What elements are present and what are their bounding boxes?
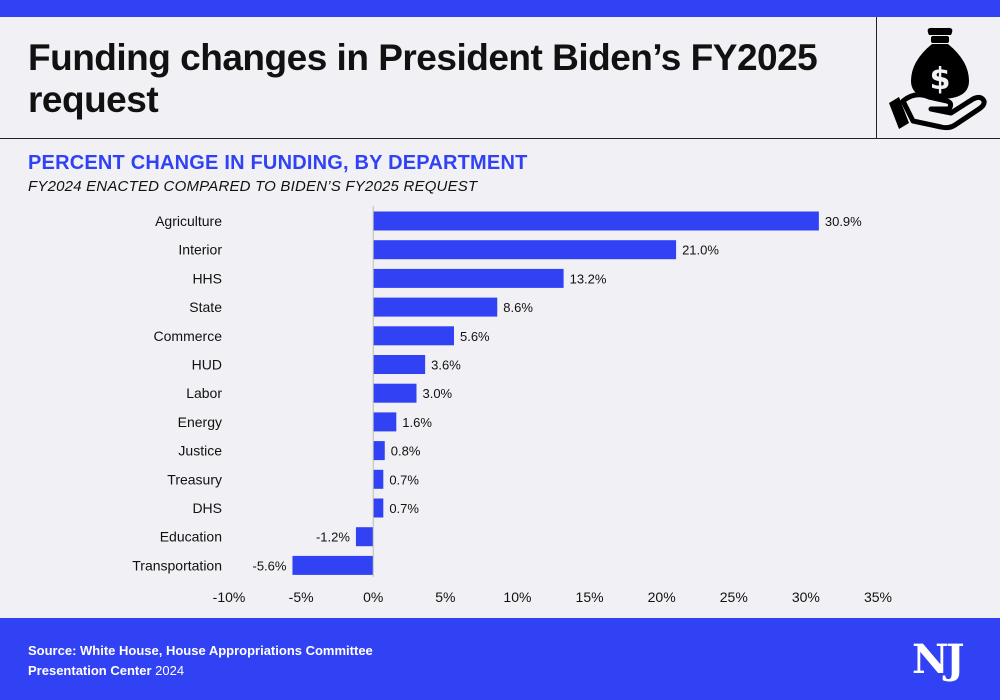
data-label-hhs: 13.2% bbox=[570, 271, 607, 286]
bar-energy bbox=[373, 412, 397, 432]
data-label-agriculture: 30.9% bbox=[825, 214, 862, 229]
data-label-hud: 3.6% bbox=[431, 358, 461, 373]
x-tick-label: -10% bbox=[213, 589, 246, 605]
category-label-energy: Energy bbox=[178, 414, 222, 430]
category-label-treasury: Treasury bbox=[167, 471, 222, 487]
category-label-transportation: Transportation bbox=[132, 557, 222, 573]
category-label-labor: Labor bbox=[186, 385, 222, 401]
category-label-education: Education bbox=[160, 529, 222, 545]
category-label-justice: Justice bbox=[178, 443, 222, 459]
chart-subtitle: FY2024 ENACTED COMPARED TO BIDEN’S FY202… bbox=[28, 178, 478, 195]
bar-treasury bbox=[373, 469, 384, 489]
category-label-commerce: Commerce bbox=[154, 328, 223, 344]
credit-year: 2024 bbox=[151, 663, 185, 678]
data-label-state: 8.6% bbox=[503, 300, 533, 315]
bar-dhs bbox=[373, 498, 384, 518]
category-label-interior: Interior bbox=[178, 242, 222, 258]
data-label-labor: 3.0% bbox=[422, 386, 452, 401]
x-tick-label: 25% bbox=[720, 589, 748, 605]
data-label-education: -1.2% bbox=[316, 530, 350, 545]
category-label-state: State bbox=[189, 299, 222, 315]
category-label-dhs: DHS bbox=[192, 500, 222, 516]
x-tick-label: 35% bbox=[864, 589, 892, 605]
source-note: Source: White House, House Appropriation… bbox=[28, 643, 373, 658]
bar-interior bbox=[373, 240, 677, 260]
x-tick-label: 5% bbox=[435, 589, 455, 605]
x-tick-label: 20% bbox=[648, 589, 676, 605]
header: Funding changes in President Biden’s FY2… bbox=[0, 17, 1000, 139]
bar-hud bbox=[373, 355, 426, 374]
svg-text:$: $ bbox=[930, 62, 951, 97]
x-tick-label: 10% bbox=[503, 589, 531, 605]
bar-labor bbox=[373, 383, 417, 403]
top-accent-bar bbox=[0, 0, 1000, 17]
bar-agriculture bbox=[373, 211, 819, 231]
bar-hhs bbox=[373, 268, 564, 288]
header-icon-panel: $ bbox=[876, 17, 1000, 138]
credit-bold: Presentation Center bbox=[28, 663, 152, 678]
data-label-commerce: 5.6% bbox=[460, 329, 490, 344]
page-title: Funding changes in President Biden’s FY2… bbox=[28, 37, 818, 120]
chart-title: PERCENT CHANGE IN FUNDING, BY DEPARTMENT bbox=[28, 152, 528, 174]
money-bag-in-hand-icon: $ bbox=[889, 27, 987, 131]
data-label-energy: 1.6% bbox=[402, 415, 432, 430]
bar-chart: Agriculture 30.9% Interior 21.0% HHS 13.2% Sta… bbox=[132, 206, 892, 605]
x-tick-label: 15% bbox=[576, 589, 604, 605]
data-label-justice: 0.8% bbox=[391, 444, 421, 459]
category-label-hhs: HHS bbox=[192, 270, 222, 286]
bar-commerce bbox=[373, 326, 454, 346]
x-tick-label: -5% bbox=[289, 589, 314, 605]
category-label-hud: HUD bbox=[192, 357, 222, 373]
x-tick-label: 0% bbox=[363, 589, 383, 605]
data-label-transportation: -5.6% bbox=[252, 558, 286, 573]
bar-transportation bbox=[292, 555, 374, 575]
credit-line: Presentation Center 2024 bbox=[28, 663, 184, 678]
bar-justice bbox=[373, 441, 385, 461]
x-tick-label: 30% bbox=[792, 589, 820, 605]
nj-logo: NJ bbox=[912, 636, 964, 683]
data-label-dhs: 0.7% bbox=[389, 501, 419, 516]
bar-education bbox=[355, 527, 374, 547]
data-label-interior: 21.0% bbox=[682, 243, 719, 258]
bar-state bbox=[373, 297, 498, 317]
footer: Source: White House, House Appropriation… bbox=[0, 618, 1000, 700]
category-label-agriculture: Agriculture bbox=[155, 213, 222, 229]
data-label-treasury: 0.7% bbox=[389, 472, 419, 487]
